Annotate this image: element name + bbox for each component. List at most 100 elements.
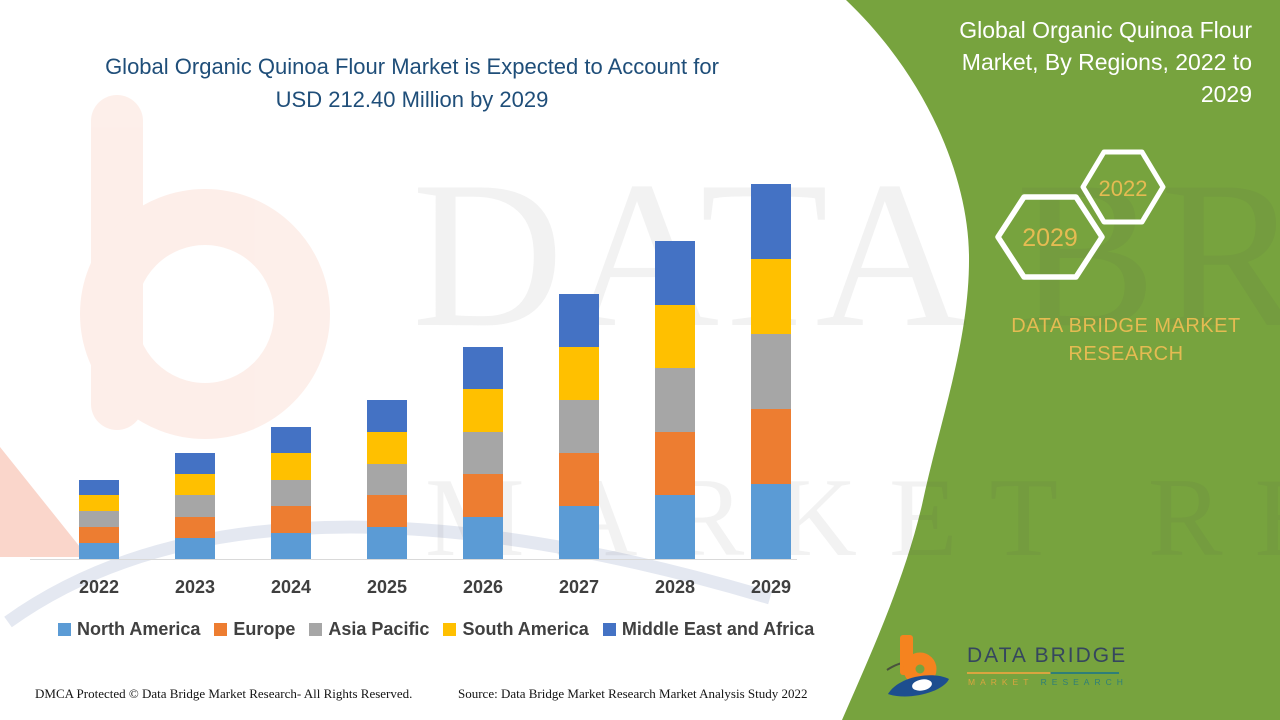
watermark-corner-triangle bbox=[0, 447, 88, 557]
bar-segment-2029-asia-pacific bbox=[751, 334, 791, 409]
bar-segment-2028-asia-pacific bbox=[655, 368, 695, 432]
green-side-panel bbox=[842, 0, 1280, 720]
bar-segment-2022-north-america bbox=[79, 543, 119, 559]
side-panel-heading: Global Organic Quinoa Flour Market, By Re… bbox=[860, 14, 1252, 110]
x-axis-line bbox=[30, 559, 797, 560]
legend-item-north-america: North America bbox=[58, 619, 200, 640]
bar-2026 bbox=[463, 347, 503, 559]
bar-segment-2025-asia-pacific bbox=[367, 463, 407, 496]
bar-2029 bbox=[751, 184, 791, 559]
legend-marker bbox=[58, 623, 71, 636]
bar-segment-2024-asia-pacific bbox=[271, 479, 311, 506]
bar-segment-2022-europe bbox=[79, 527, 119, 544]
legend-label: Asia Pacific bbox=[328, 619, 430, 639]
x-axis-label-2024: 2024 bbox=[270, 577, 312, 597]
legend-item-asia-pacific: Asia Pacific bbox=[309, 619, 429, 640]
x-axis-label-2025: 2025 bbox=[366, 577, 408, 597]
hexagon-2022-label: 2022 bbox=[1098, 176, 1148, 201]
bar-2023 bbox=[175, 453, 215, 559]
bar-2022 bbox=[79, 479, 119, 559]
bar-segment-2026-north-america bbox=[463, 516, 503, 559]
bar-segment-2026-asia-pacific bbox=[463, 431, 503, 475]
bar-segment-2029-europe bbox=[751, 409, 791, 484]
side-panel-heading-line3: 2029 bbox=[1200, 81, 1252, 107]
bar-segment-2023-middle-east-and-africa bbox=[175, 453, 215, 475]
watermark-b-logo bbox=[80, 95, 330, 439]
logo-wordmark: DATA BRIDGE bbox=[967, 644, 1128, 667]
legend-item-europe: Europe bbox=[214, 619, 295, 640]
legend-label: North America bbox=[77, 619, 201, 639]
side-panel-brand-text: DATA BRIDGE MARKET RESEARCH bbox=[1011, 315, 1241, 365]
bar-segment-2028-middle-east-and-africa bbox=[655, 241, 695, 305]
bar-segment-2026-south-america bbox=[463, 389, 503, 432]
bar-segment-2027-europe bbox=[559, 453, 599, 506]
bar-segment-2022-asia-pacific bbox=[79, 511, 119, 528]
chart-title-line2: USD 212.40 Million by 2029 bbox=[275, 87, 549, 112]
legend-item-south-america: South America bbox=[443, 619, 589, 640]
legend-label: South America bbox=[462, 619, 589, 639]
bar-segment-2023-europe bbox=[175, 516, 215, 538]
chart-legend: North America Europe Asia Pacific South Ame… bbox=[58, 619, 814, 640]
logo-swoosh-hole bbox=[912, 679, 932, 691]
legend-label: Europe bbox=[233, 619, 296, 639]
bar-segment-2024-north-america bbox=[271, 532, 311, 559]
bar-segment-2022-middle-east-and-africa bbox=[79, 479, 119, 496]
legend-label: Middle East and Africa bbox=[621, 619, 815, 639]
bar-segment-2029-south-america bbox=[751, 259, 791, 334]
chart-title-line1: Global Organic Quinoa Flour Market is Ex… bbox=[105, 54, 719, 79]
footer-dmca-text: DMCA Protected © Data Bridge Market Rese… bbox=[35, 686, 413, 701]
x-axis-label-2023: 2023 bbox=[174, 577, 216, 597]
bar-segment-2028-south-america bbox=[655, 304, 695, 369]
side-panel-heading-line2: Market, By Regions, 2022 to bbox=[961, 49, 1252, 75]
bar-segment-2026-middle-east-and-africa bbox=[463, 347, 503, 390]
footer-source-text: Source: Data Bridge Market Research Mark… bbox=[458, 686, 808, 701]
bar-segment-2027-middle-east-and-africa bbox=[559, 294, 599, 347]
watermark-swoosh-arc bbox=[4, 520, 772, 628]
bar-2025 bbox=[367, 400, 407, 559]
bar-2024 bbox=[271, 426, 311, 559]
bar-segment-2023-asia-pacific bbox=[175, 495, 215, 517]
bar-2028 bbox=[655, 241, 695, 559]
bar-segment-2029-north-america bbox=[751, 484, 791, 559]
x-axis-label-2029: 2029 bbox=[750, 577, 792, 597]
bar-segment-2022-south-america bbox=[79, 495, 119, 512]
bar-segment-2025-south-america bbox=[367, 431, 407, 464]
data-bridge-logo: DATA BRIDGE MARKET RESEARCH bbox=[883, 628, 1173, 703]
bar-segment-2023-north-america bbox=[175, 537, 215, 559]
data-bridge-logo-glyph bbox=[886, 635, 949, 697]
legend-marker bbox=[443, 623, 457, 636]
legend-marker bbox=[602, 623, 616, 636]
x-axis-label-2028: 2028 bbox=[654, 577, 696, 597]
bar-segment-2025-north-america bbox=[367, 527, 407, 559]
logo-subtitle-market: MARKET bbox=[968, 677, 1034, 687]
x-axis-label-2022: 2022 bbox=[78, 577, 120, 597]
bar-segment-2024-europe bbox=[271, 506, 311, 533]
bar-segment-2023-south-america bbox=[175, 474, 215, 496]
legend-marker bbox=[309, 623, 323, 636]
side-panel-heading-line1: Global Organic Quinoa Flour bbox=[959, 17, 1252, 43]
bar-segment-2028-europe bbox=[655, 431, 695, 496]
bar-segment-2027-asia-pacific bbox=[559, 400, 599, 453]
bar-segment-2026-europe bbox=[463, 474, 503, 517]
logo-subtitle: MARKET RESEARCH bbox=[968, 677, 1128, 687]
bar-2027 bbox=[559, 294, 599, 559]
bar-segment-2024-middle-east-and-africa bbox=[271, 426, 311, 453]
logo-underline bbox=[967, 672, 1119, 674]
bar-segment-2025-europe bbox=[367, 495, 407, 528]
hexagon-2029-label: 2029 bbox=[1022, 224, 1078, 252]
bar-segment-2025-middle-east-and-africa bbox=[367, 400, 407, 432]
legend-item-middle-east-and-africa: Middle East and Africa bbox=[602, 619, 815, 640]
bar-segment-2027-north-america bbox=[559, 506, 599, 559]
x-axis-label-2026: 2026 bbox=[462, 577, 504, 597]
bar-segment-2024-south-america bbox=[271, 453, 311, 480]
bar-segment-2027-south-america bbox=[559, 347, 599, 400]
legend-marker bbox=[214, 623, 228, 636]
logo-subtitle-research: RESEARCH bbox=[1040, 677, 1128, 687]
bar-segment-2028-north-america bbox=[655, 495, 695, 559]
x-axis-label-2027: 2027 bbox=[558, 577, 600, 597]
bar-segment-2029-middle-east-and-africa bbox=[751, 184, 791, 259]
chart-title: Global Organic Quinoa Flour Market is Ex… bbox=[40, 50, 784, 116]
